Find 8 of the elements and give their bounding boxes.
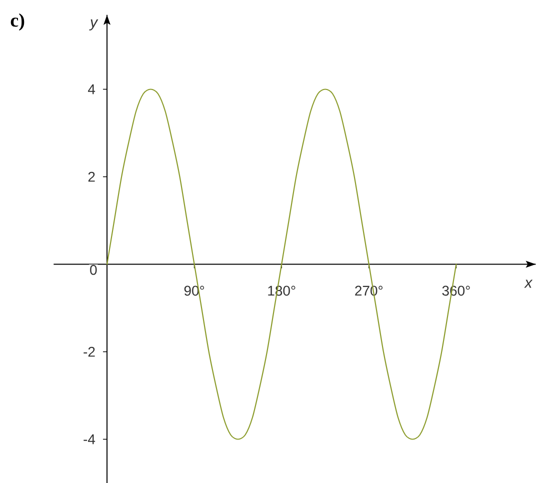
y-axis-title: y — [89, 19, 98, 30]
y-tick-label: -2 — [84, 346, 95, 357]
y-tick-label: 2 — [88, 172, 95, 182]
y-tick-label: 0 — [90, 264, 97, 275]
y-tick-label: 4 — [88, 84, 96, 94]
x-axis-title: x — [524, 280, 533, 288]
chart-title: c) — [10, 13, 24, 31]
y-tick-label: -4 — [84, 434, 96, 444]
